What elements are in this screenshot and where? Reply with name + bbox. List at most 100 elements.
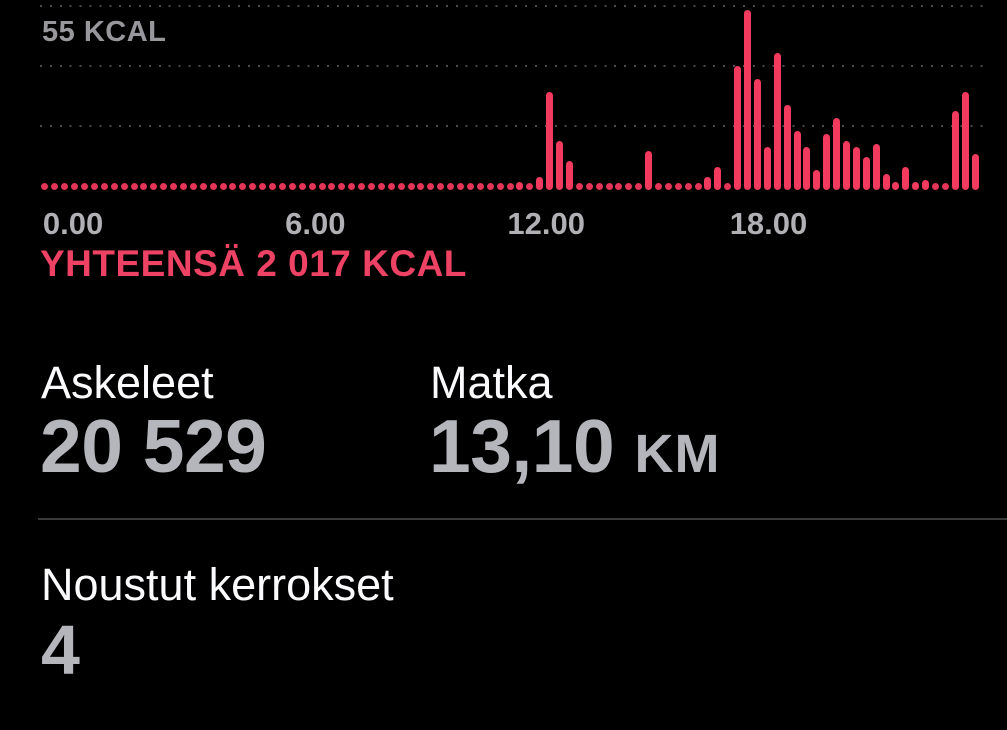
baseline-dot	[269, 182, 277, 190]
baseline-dot	[941, 182, 949, 190]
calorie-bar-chart[interactable]: 55 KCAL	[40, 0, 990, 190]
distance-number: 13,10	[429, 404, 615, 488]
baseline-dot	[932, 182, 940, 190]
baseline-dot	[358, 182, 366, 190]
calorie-bar	[516, 182, 524, 190]
baseline-dot	[476, 182, 484, 190]
baseline-dot	[724, 182, 732, 190]
baseline-dot	[288, 182, 296, 190]
calorie-bar	[951, 111, 959, 190]
calorie-bar	[773, 52, 781, 190]
baseline-dot	[90, 182, 98, 190]
calorie-bar	[922, 180, 930, 190]
baseline-dot	[189, 182, 197, 190]
baseline-dot	[259, 182, 267, 190]
gridline-middle-lower	[40, 125, 990, 127]
calorie-bar	[892, 182, 900, 190]
baseline-dot	[368, 182, 375, 190]
gridline-middle-upper	[40, 65, 990, 67]
baseline-dot	[100, 182, 108, 190]
calorie-bar	[862, 157, 870, 190]
calorie-bar	[753, 78, 761, 190]
calorie-bar	[763, 147, 771, 190]
baseline-dot	[674, 182, 682, 190]
baseline-dot	[407, 182, 415, 190]
baseline-dot	[654, 182, 662, 190]
baseline-dot	[625, 182, 633, 190]
calorie-bar	[783, 104, 791, 190]
baseline-dot	[684, 182, 692, 190]
baseline-dot	[397, 182, 405, 190]
calorie-bar	[556, 140, 564, 190]
baseline-dot	[447, 182, 455, 190]
baseline-dot	[575, 182, 583, 190]
distance-label: Matka	[430, 357, 553, 408]
calorie-bar	[833, 118, 841, 190]
baseline-dot	[209, 182, 217, 190]
baseline-dot	[615, 182, 623, 190]
baseline-dot	[130, 182, 138, 190]
calorie-bar	[882, 173, 890, 190]
baseline-dot	[219, 182, 227, 190]
steps-value: 20 529	[40, 404, 267, 488]
baseline-dot	[239, 182, 247, 190]
baseline-dot	[417, 182, 425, 190]
baseline-dot	[318, 182, 326, 190]
baseline-dot	[140, 182, 148, 190]
baseline-dot	[81, 182, 89, 190]
baseline-dot	[51, 182, 59, 190]
baseline-dot	[595, 182, 603, 190]
calorie-bar	[714, 167, 722, 190]
baseline-dot	[605, 182, 613, 190]
steps-label: Askeleet	[41, 357, 214, 408]
distance-unit: KM	[634, 424, 721, 484]
baseline-dot	[61, 182, 69, 190]
baseline-dot	[110, 182, 118, 190]
distance-value: 13,10 KM	[429, 409, 721, 484]
calorie-bar	[803, 147, 811, 190]
baseline-dot	[457, 182, 465, 190]
x-tick-0: 0.00	[42, 206, 104, 241]
baseline-dot	[71, 182, 79, 190]
baseline-dot	[437, 182, 445, 190]
baseline-dot	[328, 182, 336, 190]
baseline-dot	[387, 182, 395, 190]
calorie-bar	[843, 140, 850, 190]
baseline-dot	[120, 182, 128, 190]
calorie-bar	[872, 144, 880, 190]
baseline-dot	[664, 182, 672, 190]
baseline-dot	[308, 182, 316, 190]
baseline-dot	[585, 182, 593, 190]
calorie-bar	[704, 176, 712, 190]
baseline-dot	[170, 182, 178, 190]
y-axis-max-label: 55 KCAL	[42, 16, 167, 48]
baseline-dot	[249, 182, 257, 190]
calorie-bar	[536, 176, 544, 190]
baseline-dot	[278, 182, 286, 190]
baseline-dot	[229, 182, 237, 190]
baseline-dot	[179, 182, 187, 190]
baseline-dot	[199, 182, 207, 190]
calorie-bar	[823, 134, 831, 190]
total-kcal-label: YHTEENSÄ 2 017 KCAL	[40, 243, 467, 284]
calorie-bar	[645, 150, 653, 190]
section-divider	[38, 518, 1007, 520]
x-tick-6: 6.00	[285, 206, 346, 241]
baseline-dot	[338, 182, 346, 190]
baseline-dot	[150, 182, 158, 190]
baseline-dot	[526, 182, 534, 190]
x-axis: 0.00 6.00 12.00 18.00	[40, 206, 990, 244]
bar-series	[40, 0, 990, 190]
calorie-bar	[744, 10, 752, 190]
calorie-bar	[813, 170, 821, 190]
calorie-bar	[971, 154, 979, 190]
baseline-dot	[377, 182, 385, 190]
baseline-dot	[466, 182, 474, 190]
calorie-bar	[902, 167, 910, 190]
calorie-bar	[565, 160, 573, 190]
baseline-dot	[427, 182, 435, 190]
x-tick-18: 18.00	[729, 206, 808, 241]
baseline-dot	[348, 182, 356, 190]
gridline-top	[40, 5, 990, 7]
baseline-dot	[496, 182, 504, 190]
